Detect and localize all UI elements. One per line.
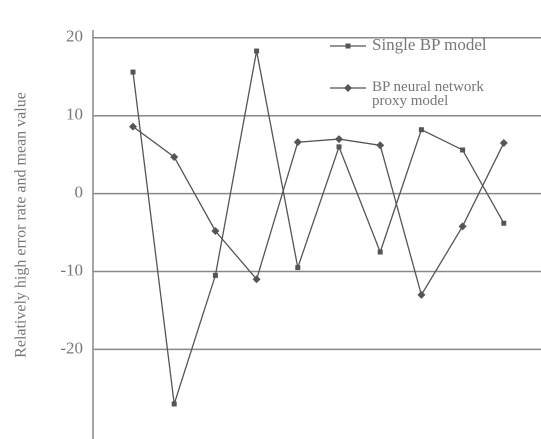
- y-tick-label: 10: [66, 105, 83, 124]
- y-tick-label: 20: [66, 27, 83, 46]
- series-line: [132, 126, 505, 297]
- marker: [254, 48, 260, 54]
- marker: [171, 401, 177, 407]
- y-tick-label: 0: [75, 183, 84, 202]
- marker: [170, 152, 179, 161]
- legend-label: BP neural network proxy model: [372, 79, 484, 109]
- marker: [336, 144, 342, 150]
- y-tick-label: -20: [60, 338, 83, 357]
- marker: [418, 127, 424, 133]
- marker: [376, 141, 385, 150]
- marker: [501, 220, 507, 226]
- marker: [130, 69, 136, 75]
- marker: [499, 138, 508, 147]
- marker: [211, 226, 220, 235]
- marker: [460, 147, 466, 153]
- marker: [295, 265, 301, 271]
- marker: [458, 222, 467, 231]
- marker: [344, 84, 352, 92]
- marker: [252, 275, 261, 284]
- marker: [293, 138, 302, 147]
- legend-label: Single BP model: [372, 35, 487, 54]
- marker: [417, 290, 426, 299]
- marker: [335, 135, 343, 144]
- series-line: [132, 50, 505, 405]
- marker: [377, 249, 383, 255]
- marker: [345, 43, 351, 49]
- marker: [212, 272, 218, 278]
- y-axis-title: Relatively high error rate and mean valu…: [13, 92, 30, 358]
- y-tick-label: -10: [60, 260, 83, 279]
- marker: [129, 122, 137, 131]
